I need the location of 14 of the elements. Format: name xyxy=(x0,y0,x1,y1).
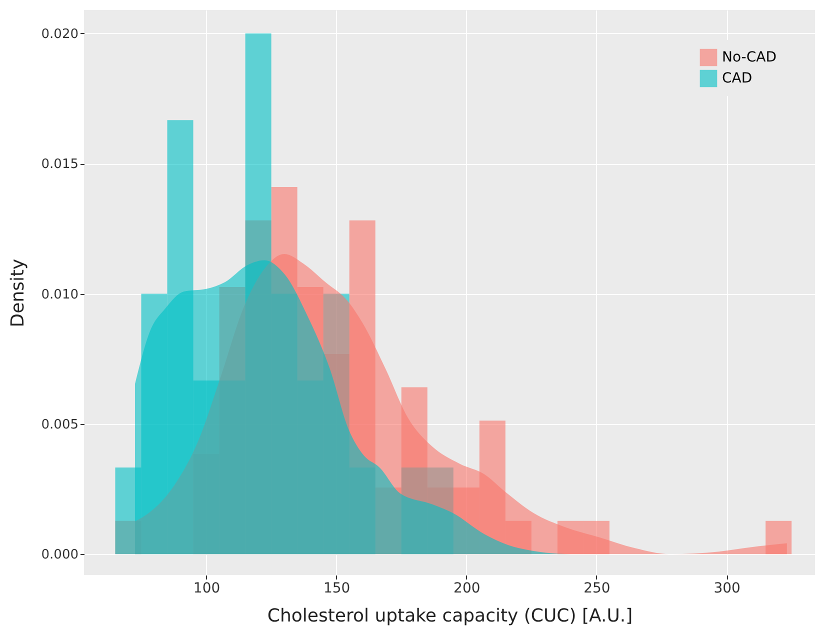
y-tick-label: 0.005 xyxy=(41,417,78,432)
x-tick-label: 250 xyxy=(584,580,610,596)
x-tick-label: 300 xyxy=(714,580,740,596)
y-tick-label: 0.000 xyxy=(41,548,78,563)
x-tick-label: 150 xyxy=(323,580,350,596)
legend-label: No-CAD xyxy=(722,50,776,66)
y-tick-label: 0.010 xyxy=(41,287,78,302)
x-tick-label: 200 xyxy=(454,580,480,596)
y-axis-title: Density xyxy=(7,258,28,328)
y-tick-label: 0.020 xyxy=(41,26,78,42)
x-tick-label: 100 xyxy=(193,580,220,596)
y-tick-label: 0.015 xyxy=(41,157,78,172)
x-axis-title: Cholesterol uptake capacity (CUC) [A.U.] xyxy=(267,606,633,626)
legend-label: CAD xyxy=(722,70,752,86)
